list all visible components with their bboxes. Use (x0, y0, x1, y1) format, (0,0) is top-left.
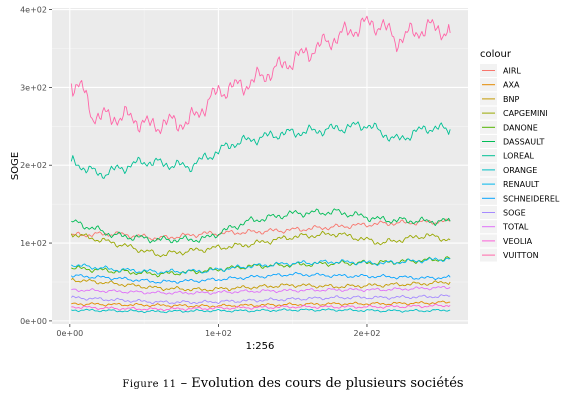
caption-separator: – (180, 376, 188, 391)
series-line-loreal (70, 121, 451, 179)
y-tick-label: 3e+02 (20, 83, 47, 92)
legend-label: TOTAL (502, 223, 529, 232)
legend-title: colour (480, 49, 512, 60)
y-tick-label: 4e+02 (20, 6, 47, 15)
figure-caption: Figure 11 – Evolution des cours de plusi… (0, 376, 586, 391)
x-axis: 0e+00 1e+02 2e+02 (56, 324, 380, 338)
series-line-dassault (71, 208, 451, 244)
legend-label: AXA (503, 81, 520, 90)
legend-label: DANONE (503, 123, 538, 132)
series-line-total (71, 285, 451, 295)
x-tick-label: 1e+02 (205, 329, 232, 338)
legend-label: ORANGE (503, 166, 537, 175)
series-line-veolia (71, 303, 451, 311)
legend-label: VUITTON (503, 251, 539, 260)
y-axis-title: SOGE (10, 152, 21, 180)
series-line-axa (71, 300, 451, 308)
x-tick-label: 0e+00 (56, 329, 83, 338)
x-axis-title: 1:256 (246, 341, 275, 352)
caption-label: Figure 11 (122, 379, 177, 390)
legend-label: AIRL (503, 67, 521, 76)
series-line-airl (71, 218, 451, 241)
legend-label: CAPGEMINI (503, 109, 548, 118)
legend-label: RENAULT (503, 180, 539, 189)
y-tick-label: 0e+00 (20, 317, 47, 326)
series-line-bnp (71, 277, 451, 292)
legend-label: VEOLIA (503, 237, 533, 246)
series-line-renault (71, 257, 451, 275)
legend-label: BNP (503, 95, 519, 104)
legend-label: SCHNEIDEREL (503, 194, 560, 203)
legend-label: SOGE (503, 209, 526, 218)
series-layer (70, 15, 451, 314)
series-line-orange (71, 308, 451, 314)
line-chart: 0e+00 1e+02 2e+02 0e+00 1e+02 2e+02 3e+02 4e+0… (10, 5, 560, 352)
series-line-schneiderel (70, 271, 451, 284)
x-tick-label: 2e+02 (354, 329, 381, 338)
caption-text: Evolution des cours de plusieurs société… (191, 376, 464, 391)
y-tick-label: 2e+02 (20, 161, 47, 170)
series-line-capgemini (70, 230, 451, 258)
grid-minor (52, 8, 468, 324)
legend: colour AIRL AXA BNP CAPGEMINI DANONE DASSAULT… (480, 49, 560, 262)
y-tick-label: 1e+02 (20, 239, 47, 248)
legend-label: LOREAL (503, 152, 535, 161)
plot-panel (52, 8, 468, 324)
series-line-soge (70, 294, 451, 305)
series-line-vuitton (70, 15, 451, 135)
y-axis: 0e+00 1e+02 2e+02 3e+02 4e+02 (20, 6, 52, 326)
legend-label: DASSAULT (503, 138, 544, 147)
